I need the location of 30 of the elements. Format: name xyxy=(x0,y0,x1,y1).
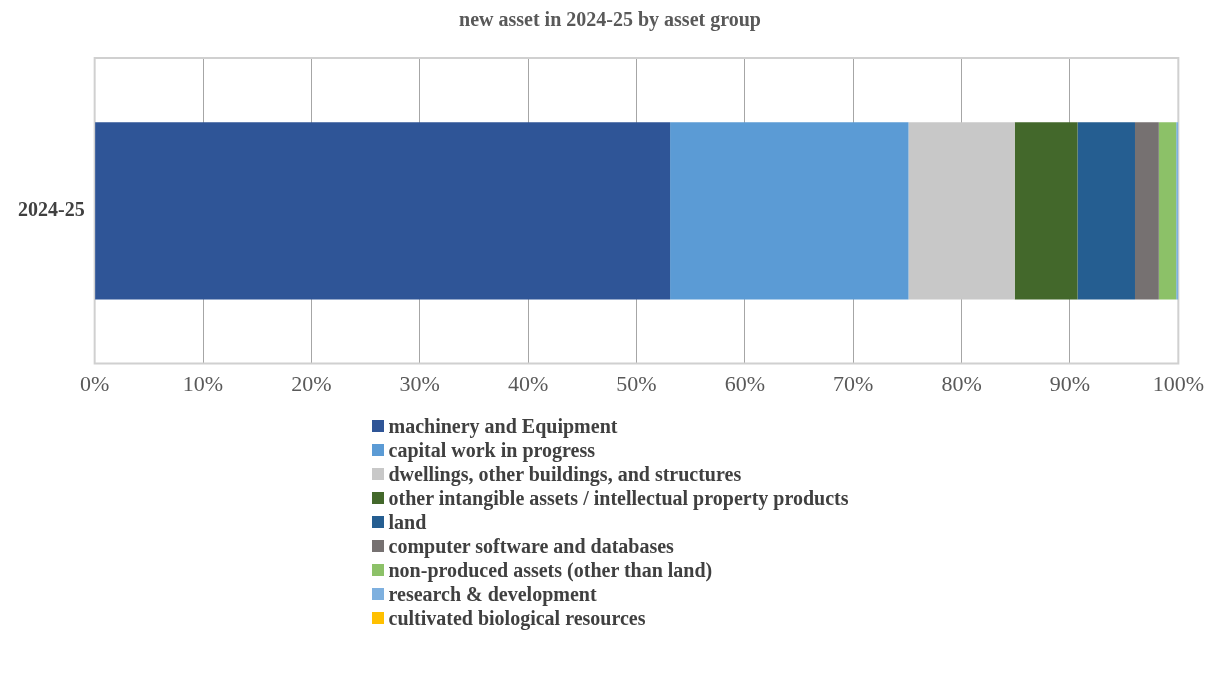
bar xyxy=(1014,122,1078,300)
x-tick-label: 40% xyxy=(507,370,549,396)
legend-label: other intangible assets / intellectual property products xyxy=(388,486,849,510)
legend-label: land xyxy=(388,510,427,534)
x-tick-label: 60% xyxy=(724,370,766,396)
x-tick-label: 20% xyxy=(291,370,332,396)
y-tick-label: 2024-25 xyxy=(17,197,85,220)
x-tick-label: 70% xyxy=(833,370,874,396)
x-tick-label: 0% xyxy=(80,370,110,396)
x-tick-label: 50% xyxy=(616,370,657,396)
legend-label: non-produced assets (other than land) xyxy=(388,558,713,582)
bar xyxy=(670,122,909,300)
x-tick-label: 10% xyxy=(182,370,224,396)
bar xyxy=(1134,122,1159,300)
x-tick-label: 90% xyxy=(1049,370,1091,396)
x-tick-label: 80% xyxy=(941,370,982,396)
bar xyxy=(95,122,671,300)
bar xyxy=(1176,122,1179,300)
bar xyxy=(1158,122,1177,300)
bar xyxy=(1077,122,1135,300)
legend-label: computer software and databases xyxy=(388,534,674,558)
legend-label: machinery and Equipment xyxy=(388,414,618,438)
bar xyxy=(908,122,1015,300)
x-tick-label: 30% xyxy=(399,370,440,396)
legend-label: research & development xyxy=(388,582,597,606)
legend-label: capital work in progress xyxy=(388,438,595,462)
legend-label: dwellings, other buildings, and structures xyxy=(388,462,742,486)
legend-label: cultivated biological resources xyxy=(388,606,646,630)
chart-title: new asset in 2024-25 by asset group xyxy=(458,8,762,33)
x-tick-label: 100% xyxy=(1152,370,1204,396)
